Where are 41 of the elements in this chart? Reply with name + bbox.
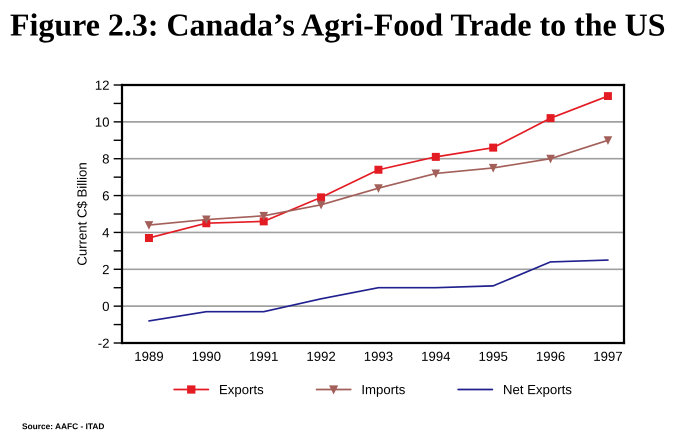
point <box>202 216 210 224</box>
y-tick-label: 6 <box>102 191 109 200</box>
y-tick-label: 8 <box>102 154 109 164</box>
y-tick-label: 2 <box>102 264 109 274</box>
point <box>374 184 382 192</box>
x-tick-label: 1991 <box>250 352 278 362</box>
source-note: Source: AAFC - ITAD <box>22 423 104 430</box>
y-tick-label: -2 <box>98 338 109 348</box>
x-tick-label: 1995 <box>480 352 508 362</box>
y-tick-label: 4 <box>102 228 110 238</box>
point <box>489 144 498 152</box>
y-tick-label: 10 <box>96 117 109 127</box>
point <box>260 217 268 226</box>
x-tick-label: 1989 <box>135 352 164 362</box>
line-series <box>148 259 609 322</box>
x-tick-label: 1997 <box>594 352 622 362</box>
y-axis-title: Current C$ Billion <box>76 163 88 266</box>
point <box>546 114 555 122</box>
point <box>432 169 440 178</box>
point <box>432 152 440 161</box>
x-tick-label: 1996 <box>536 352 565 362</box>
legend-label: Exports <box>220 385 264 397</box>
legend-label: Imports <box>362 385 405 397</box>
point <box>317 193 326 202</box>
y-tick-label: 12 <box>96 80 109 90</box>
x-tick-label: 1993 <box>364 352 393 362</box>
x-tick-label: 1994 <box>422 352 450 362</box>
point <box>604 136 612 144</box>
point <box>489 164 498 172</box>
point <box>546 154 555 163</box>
legend-label: Net Exports <box>504 385 572 397</box>
point <box>317 200 326 209</box>
x-tick-label: 1992 <box>307 352 336 362</box>
point <box>604 92 612 100</box>
point <box>144 221 153 230</box>
chart-title: Figure 2.3: Canada’s Agri-Food Trade to the US <box>10 13 664 43</box>
y-tick-label: 0 <box>102 302 109 312</box>
point <box>144 234 153 242</box>
x-tick-label: 1990 <box>192 352 220 362</box>
point <box>260 212 268 220</box>
point <box>374 166 382 174</box>
